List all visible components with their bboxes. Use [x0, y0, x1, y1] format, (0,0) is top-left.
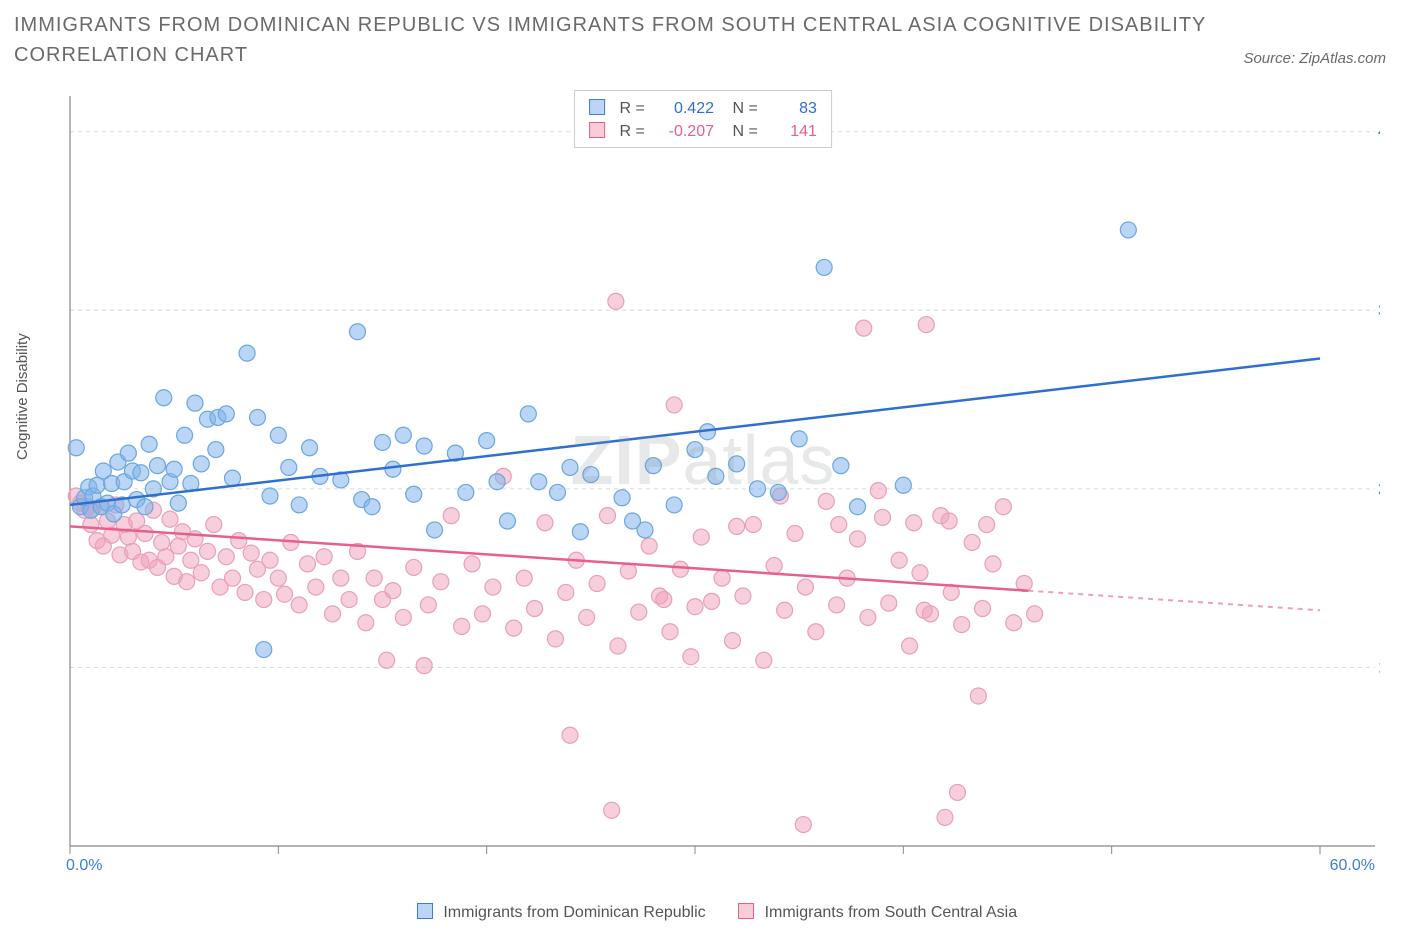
source-label: Source: ZipAtlas.com	[1243, 50, 1386, 67]
r-label: R =	[620, 97, 650, 120]
n-label: N =	[732, 120, 772, 143]
legend-swatch-a	[417, 903, 433, 919]
r-label: R =	[620, 120, 650, 143]
legend-label-b: Immigrants from South Central Asia	[765, 904, 1018, 921]
svg-text:0.0%: 0.0%	[66, 857, 102, 870]
chart-svg: 10.0% 20.0% 30.0% 40.0% 0.0% 60.0%	[60, 90, 1380, 870]
legend-label-a: Immigrants from Dominican Republic	[443, 904, 705, 921]
legend-row-series-b: R = -0.207 N = 141	[589, 120, 817, 143]
svg-text:40.0%: 40.0%	[1378, 124, 1380, 141]
n-label: N =	[732, 97, 772, 120]
chart-plot-area: 10.0% 20.0% 30.0% 40.0% 0.0% 60.0%	[60, 90, 1380, 870]
n-value-a: 83	[777, 97, 817, 120]
svg-text:10.0%: 10.0%	[1378, 659, 1380, 676]
r-value-b: -0.207	[654, 120, 714, 143]
correlation-legend: R = 0.422 N = 83 R = -0.207 N = 141	[574, 90, 832, 148]
legend-row-series-a: R = 0.422 N = 83	[589, 97, 817, 120]
n-value-b: 141	[777, 120, 817, 143]
svg-text:30.0%: 30.0%	[1378, 302, 1380, 319]
series-legend: Immigrants from Dominican Republic Immig…	[0, 904, 1406, 922]
legend-swatch-b	[738, 903, 754, 919]
chart-title: IMMIGRANTS FROM DOMINICAN REPUBLIC VS IM…	[14, 10, 1206, 70]
legend-swatch-b	[589, 122, 605, 138]
legend-swatch-a	[589, 99, 605, 115]
y-axis-label: Cognitive Disability	[14, 333, 31, 460]
svg-text:60.0%: 60.0%	[1330, 857, 1375, 870]
svg-text:20.0%: 20.0%	[1378, 481, 1380, 498]
r-value-a: 0.422	[654, 97, 714, 120]
